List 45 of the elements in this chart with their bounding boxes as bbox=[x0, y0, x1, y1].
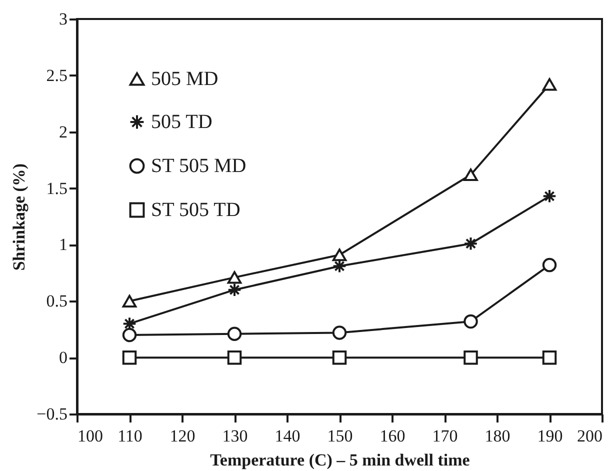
x-tick-label: 110 bbox=[118, 426, 142, 446]
legend-label: 505 TD bbox=[151, 111, 212, 133]
point bbox=[542, 350, 557, 365]
point bbox=[332, 350, 347, 365]
point bbox=[542, 258, 557, 272]
point bbox=[227, 282, 242, 297]
x-tick-label: 170 bbox=[432, 426, 458, 446]
legend-label: 505 MD bbox=[151, 68, 218, 90]
y-tick-label: 1 bbox=[59, 235, 68, 254]
point bbox=[332, 326, 347, 340]
y-tick-label: 2.5 bbox=[46, 66, 68, 85]
point bbox=[542, 189, 557, 204]
point bbox=[464, 350, 478, 365]
point bbox=[464, 314, 478, 329]
legend-label: ST 505 TD bbox=[151, 199, 240, 221]
x-tick-label: 130 bbox=[222, 426, 248, 446]
point bbox=[464, 236, 478, 251]
y-tick-label: 0.5 bbox=[46, 292, 68, 311]
point bbox=[122, 328, 137, 342]
point bbox=[542, 78, 557, 91]
y-tick-label: −0.5 bbox=[36, 404, 68, 424]
x-tick-label: 150 bbox=[327, 426, 353, 446]
point bbox=[464, 168, 478, 182]
x-tick-label: 100 bbox=[78, 426, 103, 446]
y-tick-label: 3 bbox=[59, 10, 68, 28]
x-tick-label: 200 bbox=[577, 426, 602, 446]
x-tick-label: 120 bbox=[170, 426, 196, 446]
point bbox=[122, 350, 137, 365]
x-axis-title: Temperature (C) – 5 min dwell time bbox=[210, 450, 470, 470]
x-tick-label: 180 bbox=[484, 426, 510, 446]
point bbox=[332, 259, 347, 274]
point bbox=[227, 271, 242, 284]
point bbox=[227, 350, 242, 365]
y-axis-title: Shrinkage (%) bbox=[10, 163, 29, 271]
legend-label: ST 505 MD bbox=[151, 155, 246, 177]
y-tick-label: 2 bbox=[59, 122, 68, 142]
y-tick-label: 1.5 bbox=[46, 178, 68, 198]
y-tick-label: 0 bbox=[59, 348, 68, 368]
x-tick-label: 160 bbox=[380, 426, 406, 446]
x-tick-label: 190 bbox=[537, 426, 563, 446]
x-tick-label: 140 bbox=[274, 426, 300, 446]
point bbox=[122, 294, 137, 308]
point bbox=[122, 316, 137, 331]
point bbox=[227, 326, 242, 341]
point bbox=[332, 248, 347, 262]
